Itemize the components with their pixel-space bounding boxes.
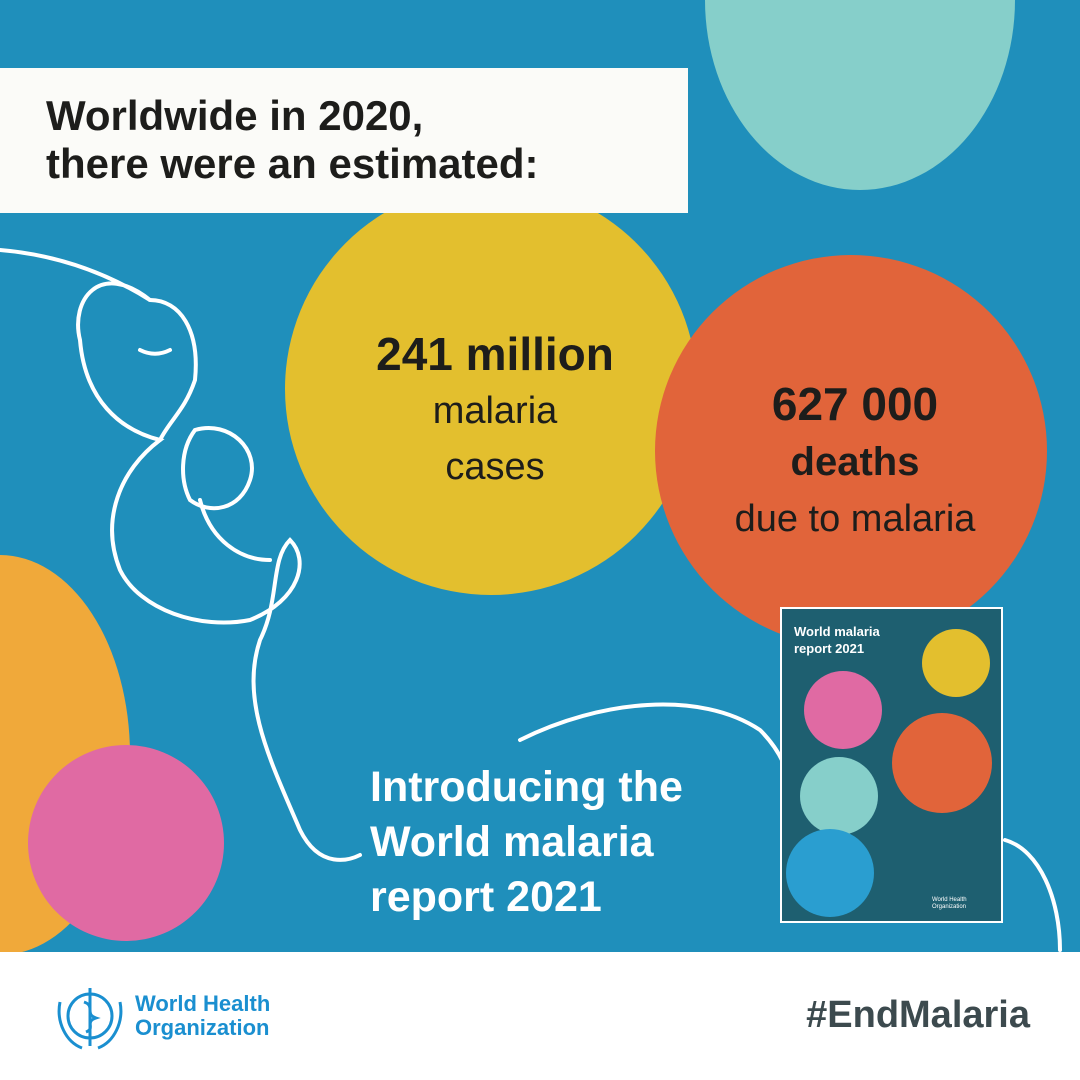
deaths-label-1: deaths [790, 440, 920, 484]
intro-line-3: report 2021 [370, 873, 602, 921]
headline-line-2: there were an estimated: [46, 140, 539, 187]
cover-yellow-circle [922, 629, 990, 697]
headline-box: Worldwide in 2020, there were an estimat… [0, 68, 688, 213]
report-cover-image[interactable]: World malaria report 2021 World Health O… [780, 607, 1003, 923]
intro-line-1: Introducing the [370, 763, 683, 811]
cover-orange-circle [892, 713, 992, 813]
headline-line-1: Worldwide in 2020, [46, 92, 424, 139]
deaths-value: 627 000 [771, 378, 939, 430]
who-logo-text: World Health Organization [135, 992, 270, 1040]
cover-pink-circle [804, 671, 882, 749]
report-cover-publisher-line-1: World Health [932, 897, 967, 903]
orange-circle [655, 255, 1047, 647]
intro-text: Introducing the World malaria report 202… [370, 760, 683, 925]
cover-teal-circle [800, 757, 878, 835]
hashtag: #EndMalaria [806, 994, 1030, 1036]
yellow-circle [285, 183, 697, 595]
cases-label-2: cases [445, 446, 545, 488]
deaths-label-2: due to malaria [734, 498, 976, 540]
report-cover-publisher-line-2: Organization [932, 904, 967, 910]
footer: World Health Organization #EndMalaria [0, 952, 1080, 1080]
report-cover-title-line-1: World malaria [794, 624, 880, 639]
deaths-stat: 627 000 deaths due to malaria [690, 375, 1020, 547]
report-cover-title-line-2: report 2021 [794, 641, 865, 656]
intro-line-2: World malaria [370, 818, 654, 866]
report-cover-title: World malaria report 2021 [794, 623, 880, 657]
cases-stat: 241 million malaria cases [330, 325, 660, 495]
report-cover-publisher: World Health Organization [932, 897, 967, 911]
cover-blue-circle [786, 829, 874, 917]
cases-value: 241 million [376, 328, 614, 380]
who-logo-line-1: World Health [135, 991, 271, 1016]
pink-circle-decoration [28, 745, 224, 941]
who-logo-line-2: Organization [135, 1015, 270, 1040]
who-emblem-icon [57, 988, 123, 1050]
cases-label-1: malaria [432, 390, 558, 432]
